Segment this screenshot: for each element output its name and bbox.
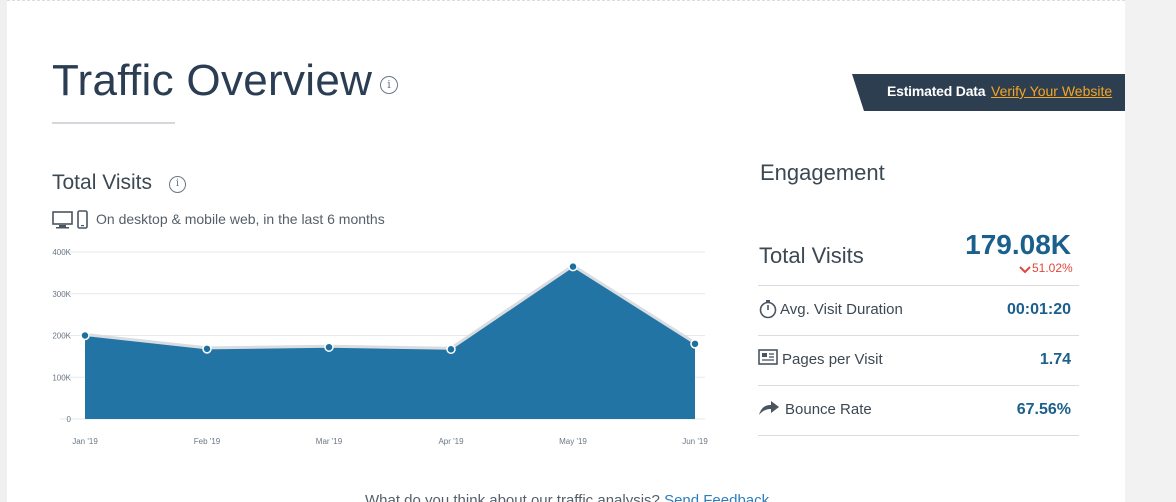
side-strip [1125,0,1176,502]
stopwatch-icon [759,300,777,319]
visits-line [84,263,696,350]
engagement-total-visits-value: 179.08K [965,229,1071,260]
data-point[interactable] [202,344,212,354]
engagement-title: Engagement [760,160,885,185]
data-point[interactable] [568,261,578,272]
bounce-rate-row: Bounce Rate 67.56% [758,386,1079,436]
x-tick-label: Mar '19 [316,437,343,446]
desktop-icon [52,211,73,229]
estimated-data-banner [852,74,1125,111]
estimated-data-label: Estimated Data [887,83,986,99]
x-tick-label: Jan '19 [72,437,98,446]
visits-subtitle: On desktop & mobile web, in the last 6 m… [96,211,385,227]
pages-per-visit-label: Pages per Visit [782,351,883,368]
bounce-rate-value: 67.56% [1016,401,1071,418]
x-tick-label: Jun '19 [682,437,708,446]
data-point[interactable] [690,339,700,349]
feedback-prompt: What do you think about our traffic anal… [365,492,769,502]
y-tick-label: 300K [52,290,71,299]
verify-website-link[interactable]: Verify Your Website [991,83,1113,99]
mobile-icon [77,210,88,229]
avg-visit-duration-row: Avg. Visit Duration 00:01:20 [758,286,1079,336]
x-tick-label: Apr '19 [438,437,464,446]
chevron-down-icon [1019,266,1031,274]
total-visits-chart: 0 100K 200K 300K 400K Jan '19 Feb '19 Mar '19 A… [52,248,708,446]
bounce-arrow-icon [759,401,779,415]
pages-icon [758,349,778,365]
page-title: Traffic Overview [52,56,373,105]
data-point[interactable] [80,330,90,341]
total-visits-change: 51.02% [1032,261,1073,275]
bounce-rate-label: Bounce Rate [785,401,872,418]
y-tick-label: 400K [52,248,71,257]
engagement-total-visits-label: Total Visits [759,243,864,268]
x-tick-label: May '19 [559,437,587,446]
visits-area [85,266,695,419]
title-underline [52,122,175,124]
y-tick-label: 100K [52,373,71,382]
pages-per-visit-value: 1.74 [1039,351,1071,368]
avg-visit-duration-value: 00:01:20 [1006,301,1071,318]
avg-visit-duration-label: Avg. Visit Duration [780,301,903,318]
y-tick-label: 200K [52,332,71,341]
x-tick-label: Feb '19 [194,437,221,446]
device-icons [52,210,92,235]
info-icon[interactable]: i [169,176,186,193]
total-visits-row [758,230,1079,286]
info-icon[interactable]: i [380,76,398,94]
pages-per-visit-row: Pages per Visit 1.74 [758,336,1079,386]
feedback-question: What do you think about our traffic anal… [365,492,660,502]
send-feedback-link[interactable]: Send Feedback [664,492,770,502]
total-visits-title: Total Visits [52,171,152,194]
y-tick-label: 0 [67,415,72,424]
data-point[interactable] [446,344,456,355]
data-point[interactable] [324,342,334,352]
